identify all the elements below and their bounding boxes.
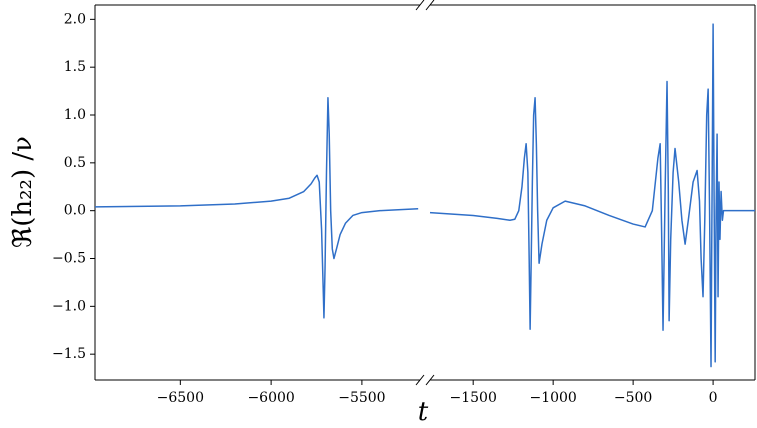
x-axis-label: t xyxy=(418,397,429,427)
x-tick-label: −1500 xyxy=(450,390,497,406)
waveform-line xyxy=(94,97,419,319)
y-tick-label: −1.5 xyxy=(52,346,86,362)
y-tick-label: −0.5 xyxy=(52,251,86,267)
x-tick-label: 0 xyxy=(709,390,718,406)
y-tick-label: 0.0 xyxy=(64,203,86,219)
waveform-line xyxy=(429,23,755,368)
y-tick-label: 1.5 xyxy=(64,59,86,75)
x-tick-label: −6500 xyxy=(157,390,204,406)
x-tick-label: −1000 xyxy=(529,390,576,406)
x-tick-label: −500 xyxy=(614,390,652,406)
x-tick-label: −6000 xyxy=(247,390,294,406)
y-tick-label: −1.0 xyxy=(52,298,86,314)
y-axis-label: ℜ(h₂₂) /ν xyxy=(8,136,38,248)
y-tick-label: 0.5 xyxy=(64,155,86,171)
y-tick-label: 2.0 xyxy=(64,11,86,27)
x-tick-label: −5500 xyxy=(338,390,385,406)
axis-frame xyxy=(94,0,756,386)
y-tick-label: 1.0 xyxy=(64,107,86,123)
